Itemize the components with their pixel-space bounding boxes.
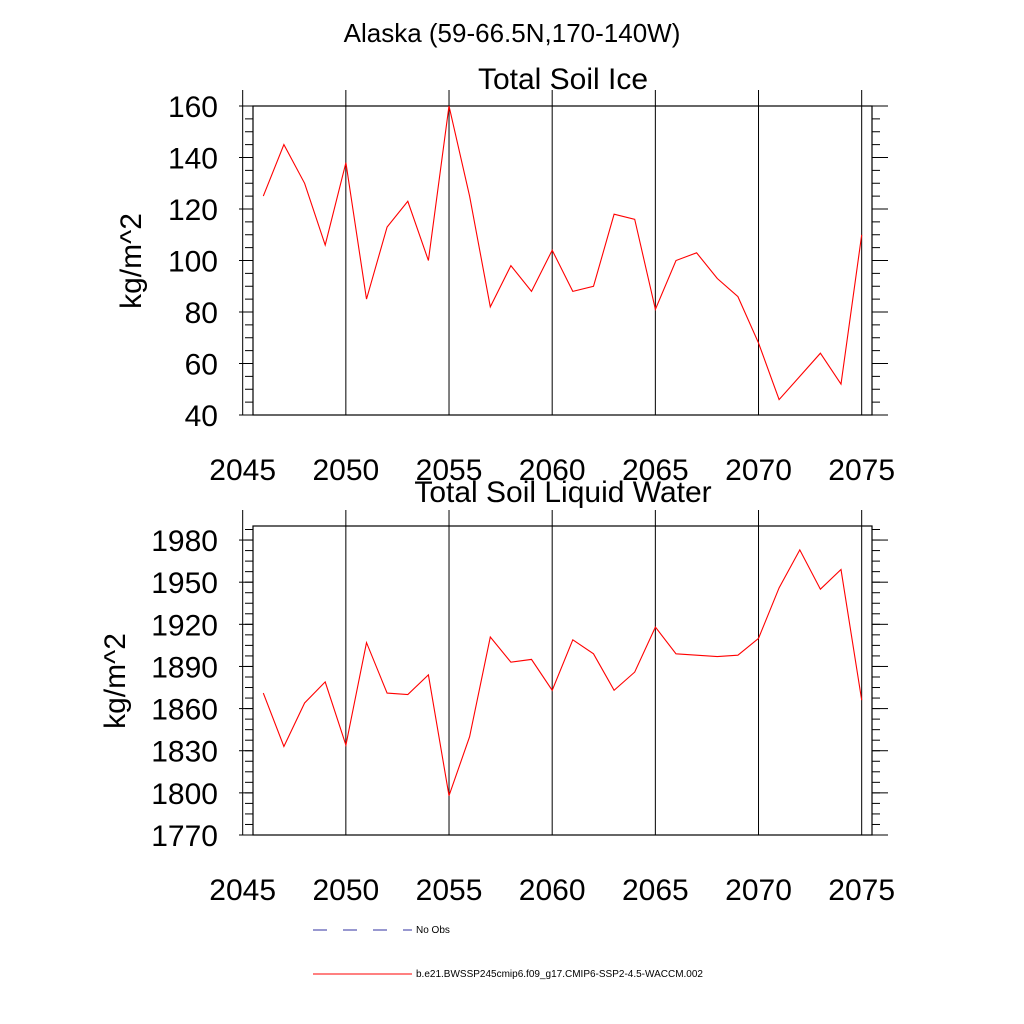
x-tick-label: 2070 xyxy=(725,874,792,907)
series-line xyxy=(262,548,863,796)
x-tick-label: 2055 xyxy=(416,454,483,487)
y-tick-label: 40 xyxy=(185,400,218,433)
x-tick-label: 2075 xyxy=(828,454,895,487)
axis-ticks xyxy=(239,510,888,836)
y-tick-label: 80 xyxy=(185,297,218,330)
x-tick-label: 2050 xyxy=(312,454,379,487)
y-tick-label: 1890 xyxy=(151,651,218,684)
y-axis-label: kg/m^2 xyxy=(115,213,148,309)
y-tick-label: 160 xyxy=(168,91,218,124)
series-line xyxy=(262,105,863,401)
x-tick-label: 2050 xyxy=(312,874,379,907)
y-tick-label: 1920 xyxy=(151,609,218,642)
axis-ticks xyxy=(239,90,888,416)
figure-title: Alaska (59-66.5N,170-140W) xyxy=(344,18,681,48)
y-axis-label: kg/m^2 xyxy=(99,633,132,729)
y-tick-label: 120 xyxy=(168,194,218,227)
y-tick-label: 100 xyxy=(168,246,218,279)
y-tick-label: 1830 xyxy=(151,736,218,769)
y-tick-label: 1980 xyxy=(151,525,218,558)
tick-labels: 2045 2050 2055 2060 2065 2070 2075 40 60 80 100 120… xyxy=(168,91,895,487)
legend-entry-model-run: b.e21.BWSSP245cmip6.f09_g17.CMIP6-SSP2-4… xyxy=(313,969,703,980)
x-tick-label: 2045 xyxy=(209,874,276,907)
panel-title: Total Soil Ice xyxy=(478,63,648,96)
plot-frame xyxy=(252,525,873,836)
y-tick-label: 1770 xyxy=(151,820,218,853)
x-tick-label: 2055 xyxy=(416,874,483,907)
legend: No Obs b.e21.BWSSP245cmip6.f09_g17.CMIP6… xyxy=(313,925,703,980)
x-tick-label: 2065 xyxy=(622,454,689,487)
x-tick-label: 2060 xyxy=(519,454,586,487)
x-tick-label: 2065 xyxy=(622,874,689,907)
panel-title: Total Soil Liquid Water xyxy=(414,476,711,509)
legend-label-model-run: b.e21.BWSSP245cmip6.f09_g17.CMIP6-SSP2-4… xyxy=(416,969,703,980)
legend-label-no-obs: No Obs xyxy=(416,925,450,936)
x-tick-label: 2060 xyxy=(519,874,586,907)
panel-total-soil-liquid-water: Total Soil Liquid Water kg/m^2 2045 2050 2… xyxy=(99,476,895,907)
y-tick-label: 1860 xyxy=(151,694,218,727)
y-tick-label: 1950 xyxy=(151,567,218,600)
tick-labels: 2045 2050 2055 2060 2065 2070 2075 1770 1800 1830… xyxy=(151,525,895,907)
y-tick-label: 1800 xyxy=(151,778,218,811)
x-tick-label: 2070 xyxy=(725,454,792,487)
panel-total-soil-ice: Total Soil Ice kg/m^2 2045 2050 2055 2060 20… xyxy=(115,63,895,487)
y-tick-label: 140 xyxy=(168,143,218,176)
x-tick-label: 2045 xyxy=(209,454,276,487)
series-marks xyxy=(262,548,863,796)
series-marks xyxy=(262,105,863,401)
x-tick-label: 2075 xyxy=(828,874,895,907)
y-tick-label: 60 xyxy=(185,349,218,382)
legend-entry-no-obs: No Obs xyxy=(313,925,450,936)
